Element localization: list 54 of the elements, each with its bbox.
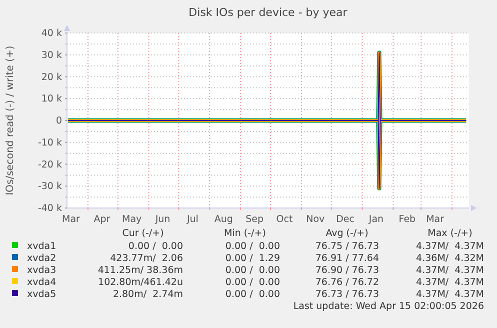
text: Cur (-/+): [122, 228, 164, 239]
text: 0.00 / 0.00: [225, 265, 280, 276]
text: 76.91 / 77.64: [315, 253, 379, 264]
text: 0.00 / 0.00: [128, 241, 183, 252]
text: Avg (-/+): [326, 228, 368, 239]
text: 102.80m/461.42u: [98, 277, 183, 288]
text: 76.75 / 76.73: [315, 241, 379, 252]
text: 4.37M/ 4.37M: [416, 289, 484, 300]
text: 0.00 / 0.00: [225, 277, 280, 288]
text: 4.36M/ 4.32M: [416, 253, 484, 264]
legend-label: xvda4: [27, 277, 56, 288]
x-tick-label: Jul: [186, 214, 198, 226]
x-tick-label: Sep: [246, 214, 264, 226]
x-tick-label: Feb: [398, 214, 416, 226]
text: 0.00 / 0.00: [225, 241, 280, 252]
chart-title: Disk IOs per device - by year: [188, 6, 348, 19]
x-tick-label: Apr: [94, 214, 110, 226]
text: 411.25m/ 38.36m: [98, 265, 183, 276]
text: 4.37M/ 4.37M: [416, 265, 484, 276]
text: 76.90 / 76.73: [315, 265, 379, 276]
y-tick-label: -40 k: [38, 203, 62, 214]
text: 423.77m/ 2.06: [110, 253, 183, 264]
y-tick-label: -20 k: [38, 159, 62, 170]
text: 0.00 / 0.00: [225, 289, 280, 300]
x-tick-label: Oct: [276, 214, 293, 226]
x-tick-label: Mar: [426, 214, 444, 226]
y-tick-label: -10 k: [38, 137, 62, 148]
y-tick-label: 0: [56, 116, 62, 127]
text: Min (-/+): [224, 228, 266, 239]
y-tick-label: 30 k: [41, 50, 62, 61]
text: Max (-/+): [428, 228, 472, 239]
y-axis-title: IOs/second read (-) / write (+): [5, 46, 16, 196]
text: 4.37M/ 4.37M: [416, 277, 484, 288]
text: 2.80m/ 2.74m: [112, 289, 183, 300]
text: 76.73 / 76.73: [315, 289, 379, 300]
x-tick-label: Aug: [214, 214, 233, 226]
y-tick-label: 40 k: [41, 28, 62, 40]
legend-label: xvda5: [27, 289, 56, 300]
text: 4.37M/ 4.37M: [416, 241, 484, 252]
y-tick-label: -30 k: [38, 181, 62, 192]
legend-label: xvda2: [27, 253, 56, 264]
x-tick-label: Jun: [154, 214, 170, 226]
text: 0.00 / 1.29: [225, 253, 280, 264]
x-tick-label: Dec: [336, 214, 355, 226]
legend-label: xvda3: [27, 265, 56, 276]
x-tick-label: Jan: [368, 214, 384, 226]
text: 76.76 / 76.72: [315, 277, 379, 288]
text: Last update: Wed Apr 15 02:00:05 2026: [293, 301, 484, 312]
legend-label: xvda1: [27, 241, 56, 252]
x-tick-label: May: [122, 214, 142, 226]
y-tick-label: 10 k: [41, 94, 62, 105]
y-tick-label: 20 k: [41, 72, 62, 83]
x-tick-label: Mar: [62, 214, 80, 226]
x-tick-label: Nov: [306, 214, 326, 226]
